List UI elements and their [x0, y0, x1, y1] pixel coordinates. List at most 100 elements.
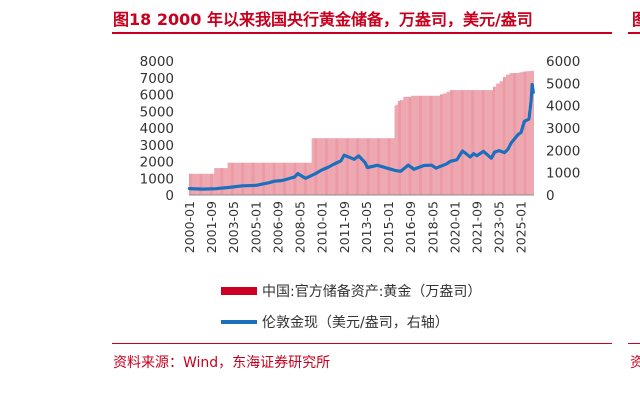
reserve-bar: [252, 162, 253, 195]
reserve-bar: [468, 90, 470, 195]
reserve-bar: [218, 168, 220, 195]
reserve-bar: [508, 74, 510, 195]
reserve-bar: [419, 95, 420, 195]
left-axis-tick-label: 5000: [140, 104, 174, 120]
reserve-bar: [497, 83, 499, 195]
reserve-bar: [355, 138, 357, 195]
reserve-bar: [226, 168, 228, 195]
reserve-bar: [467, 90, 469, 195]
reserve-bar: [446, 91, 448, 195]
reserve-bar: [498, 83, 500, 195]
reserve-bar: [509, 73, 511, 195]
legend-swatch-bars: [221, 287, 257, 295]
right-axis-tick-label: 3000: [546, 121, 580, 137]
left-axis-tick-label: 6000: [140, 88, 174, 104]
reserve-bar: [462, 90, 463, 195]
reserve-bar: [334, 138, 336, 195]
reserve-bar: [347, 138, 348, 195]
reserve-bar: [445, 93, 447, 195]
reserve-bar: [420, 95, 421, 195]
x-axis: 2000-01 2001-09 2003-05 2005-01 2006-09 2008-…: [182, 194, 534, 253]
reserve-bar: [214, 168, 216, 195]
reserve-bar: [363, 138, 365, 195]
reserve-bar: [248, 162, 250, 195]
reserve-bar: [332, 138, 334, 195]
reserve-bar: [410, 96, 411, 195]
reserve-bar: [321, 138, 323, 195]
reserve-bar: [302, 162, 304, 195]
reserve-bar: [271, 162, 273, 195]
reserve-bar: [322, 138, 324, 195]
reserve-bar: [531, 70, 533, 195]
reserve-bar: [511, 73, 513, 195]
reserve-bar: [211, 173, 212, 195]
reserve-bar: [320, 138, 322, 195]
reserve-bar: [424, 95, 426, 195]
reserve-bar: [476, 90, 478, 195]
x-axis-tick-label: 2023-05: [492, 201, 507, 253]
reserve-bar: [425, 95, 427, 195]
reserve-bar: [388, 138, 389, 195]
reserve-bar: [311, 138, 313, 195]
reserve-bar: [422, 95, 424, 195]
reserve-bar: [254, 162, 256, 195]
x-axis-tick-label: 2011-09: [337, 201, 352, 253]
reserve-bar: [260, 162, 262, 195]
reserve-bar: [194, 173, 196, 195]
reserve-bar: [493, 86, 494, 195]
reserve-bar: [190, 173, 191, 195]
reserve-bar: [436, 95, 438, 195]
reserve-bar: [245, 162, 247, 195]
next-figure-source-rule: [628, 343, 640, 344]
reserve-bar: [235, 162, 237, 195]
reserve-bar: [222, 168, 223, 195]
reserve-bar: [234, 162, 236, 195]
reserve-bar: [404, 96, 406, 195]
reserve-bar: [198, 173, 200, 195]
reserve-bar: [392, 138, 394, 195]
reserve-bar: [298, 162, 300, 195]
reserve-bar: [406, 96, 408, 195]
gold-price-line: [187, 82, 535, 191]
reserve-bar: [200, 173, 201, 195]
reserve-bar: [207, 173, 209, 195]
source-rule: [112, 343, 612, 344]
right-axis-tick-label: 5000: [546, 76, 580, 92]
right-axis-tick-label: 0: [546, 188, 555, 204]
reserve-bar: [479, 90, 481, 195]
reserve-bar: [438, 95, 440, 195]
reserve-bar: [485, 90, 487, 195]
reserve-bar: [461, 90, 462, 195]
reserve-bar: [500, 81, 502, 195]
reserve-bar: [394, 105, 396, 195]
reserve-bar: [297, 162, 299, 195]
reserve-bar: [240, 162, 242, 195]
reserve-bar: [232, 162, 233, 195]
reserve-bar: [223, 168, 225, 195]
reserve-bar: [397, 101, 399, 195]
reserve-bar: [447, 91, 449, 195]
reserve-bar: [409, 96, 410, 195]
reserve-bar: [490, 90, 492, 195]
reserve-bar: [469, 90, 471, 195]
reserve-bar: [448, 91, 450, 195]
reserve-bar: [504, 76, 505, 195]
reserve-bar: [253, 162, 254, 195]
reserve-bar: [191, 173, 193, 195]
reserve-bar: [478, 90, 480, 195]
reserve-bar: [440, 94, 441, 195]
reserve-bar: [263, 162, 264, 195]
left-axis-tick-label: 3000: [140, 138, 174, 154]
reserve-bar: [399, 101, 400, 195]
reserve-bar: [217, 168, 219, 195]
reserve-bar: [204, 173, 206, 195]
legend: 中国:官方储备资产:黄金（万盎司） 伦敦金现（美元/盎司，右轴）: [221, 283, 481, 331]
reserve-bar: [237, 162, 239, 195]
reserve-bar: [482, 90, 483, 195]
reserve-bar: [325, 138, 326, 195]
reserve-bar: [300, 162, 302, 195]
left-axis-tick-label: 0: [165, 188, 174, 204]
reserve-bar: [256, 162, 258, 195]
reserve-bar: [415, 95, 417, 195]
